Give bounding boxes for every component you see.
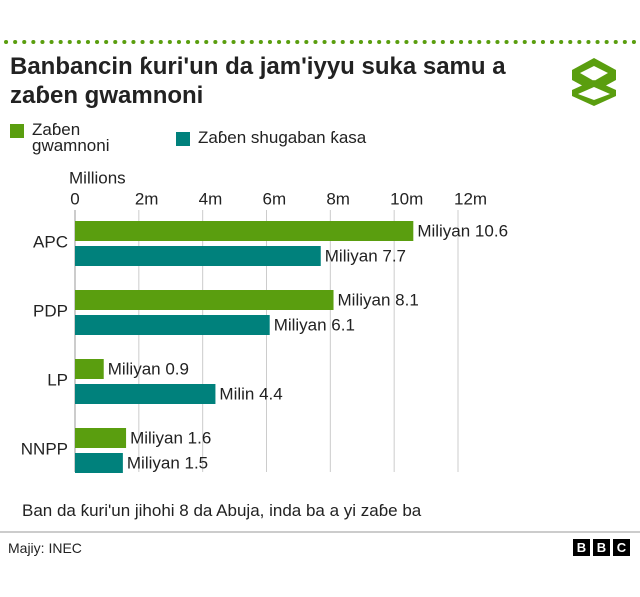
axis-label: Millions	[69, 168, 126, 187]
x-tick-label: 0	[70, 189, 79, 208]
value-label: Miliyan 1.5	[127, 453, 208, 472]
logo-letter: B	[593, 539, 610, 556]
x-tick-label: 10m	[390, 189, 423, 208]
bar	[75, 290, 334, 310]
logo-icon	[572, 58, 616, 106]
bar	[75, 315, 270, 335]
legend-entry: Zaɓen gwamnoni	[10, 120, 140, 155]
legend-swatch	[176, 132, 190, 146]
legend-label: Zaɓen shugaban ƙasa	[198, 128, 367, 147]
value-label: Miliyan 8.1	[338, 290, 419, 309]
y-tick-label: PDP	[33, 301, 68, 320]
bar	[75, 221, 414, 241]
bar	[75, 246, 321, 266]
x-tick-label: 12m	[454, 189, 487, 208]
x-tick-label: 2m	[135, 189, 159, 208]
chart-title: Banbancin ƙuri'un da jam'iyyu suka samu …	[10, 53, 506, 109]
y-tick-label: NNPP	[21, 439, 68, 458]
y-tick-label: LP	[47, 370, 68, 389]
value-label: Miliyan 10.6	[417, 221, 508, 240]
legend-label: Zaɓen gwamnoni	[32, 120, 110, 155]
y-tick-label: APC	[33, 232, 68, 251]
value-label: Milin 4.4	[219, 384, 282, 403]
legend-entry: Zaɓen shugaban ƙasa	[176, 128, 367, 147]
bar	[75, 453, 123, 473]
value-label: Miliyan 0.9	[108, 359, 189, 378]
source: Majiy: INEC	[8, 540, 82, 556]
bbc-logo: B B C	[573, 539, 630, 556]
logo-letter: B	[573, 539, 590, 556]
bar	[75, 359, 104, 379]
footnote: Ban da ƙuri'un jihohi 8 da Abuja, inda b…	[22, 501, 422, 520]
bar	[75, 384, 216, 404]
value-label: Miliyan 1.6	[130, 428, 211, 447]
value-label: Miliyan 7.7	[325, 246, 406, 265]
x-tick-label: 4m	[199, 189, 223, 208]
x-tick-label: 8m	[326, 189, 350, 208]
logo-letter: C	[613, 539, 630, 556]
value-label: Miliyan 6.1	[274, 315, 355, 334]
x-tick-label: 6m	[263, 189, 287, 208]
bar	[75, 428, 127, 448]
legend-swatch	[10, 124, 24, 138]
